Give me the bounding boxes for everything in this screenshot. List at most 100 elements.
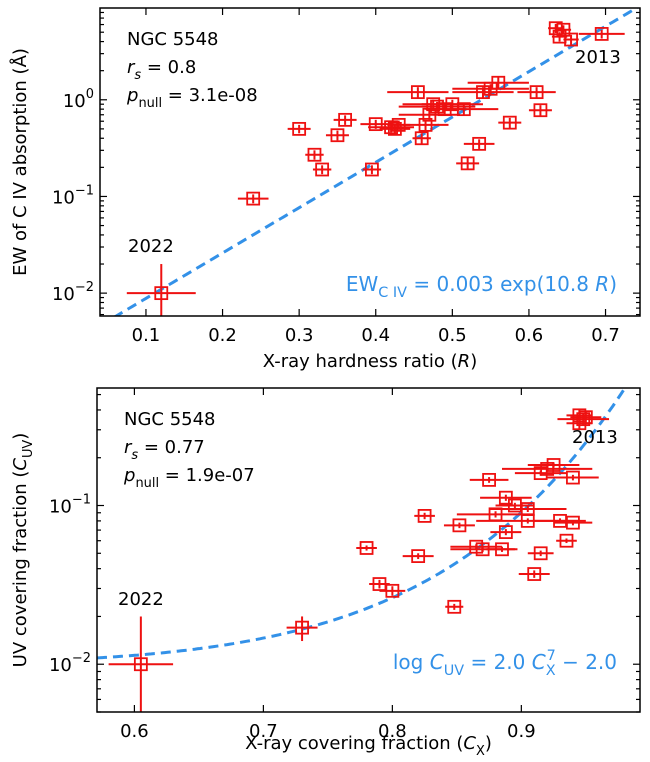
y-tick-label: 10−2 — [49, 651, 91, 676]
data-point — [566, 470, 580, 485]
x-tick-label: 0.6 — [120, 721, 149, 742]
text-part: ) — [470, 351, 477, 372]
text-part: = 2.0 — [464, 650, 532, 674]
tick-base: 10 — [49, 497, 72, 518]
epoch-label: 2013 — [575, 47, 621, 68]
data-point — [564, 32, 578, 47]
x-tick-label: 0.9 — [507, 721, 536, 742]
data-point — [520, 502, 535, 516]
text-part: UV — [21, 440, 36, 458]
y-tick-label: 100 — [63, 87, 94, 112]
x-tick-label: 0.5 — [438, 325, 467, 346]
text-part: = 0.003 exp(10.8 — [407, 272, 595, 296]
data-point — [307, 147, 322, 162]
data-point — [495, 542, 509, 557]
data-point — [359, 541, 374, 555]
x-tick-label: 0.8 — [378, 721, 407, 742]
text-part: = 0.77 — [138, 437, 205, 458]
x-tick-label: 0.7 — [591, 325, 620, 346]
data-point — [385, 583, 400, 598]
data-point — [527, 567, 542, 581]
data-point — [368, 117, 383, 132]
data-point — [387, 121, 402, 136]
correlation-coefficient: rs = 0.77 — [124, 437, 205, 463]
epoch-label: 2013 — [572, 427, 618, 448]
data-point — [472, 136, 487, 151]
data-point — [476, 85, 490, 100]
tick-exponent: −2 — [75, 280, 94, 295]
data-point — [566, 515, 580, 530]
axes-frame — [96, 387, 641, 713]
data-point — [460, 156, 475, 171]
null-probability: pnull = 3.1e-08 — [126, 85, 258, 111]
text-part: R — [595, 272, 609, 296]
points — [108, 408, 610, 712]
text-part: EW — [346, 272, 379, 296]
data-point — [365, 162, 379, 177]
data-point — [556, 22, 571, 37]
data-point — [498, 490, 513, 505]
text-part: C — [430, 650, 444, 674]
y-axis-label: EW of C IV absorption (Å) — [9, 48, 31, 276]
data-point — [498, 525, 513, 539]
tick-exponent: −2 — [72, 651, 91, 666]
data-point — [482, 472, 496, 487]
text-part: X — [546, 663, 556, 679]
data-point — [576, 412, 591, 427]
data-point — [414, 131, 429, 146]
text-part: X-ray hardness ratio ( — [263, 351, 458, 372]
data-point — [384, 120, 398, 135]
text-part: EW of C IV absorption (Å) — [9, 48, 31, 276]
data-point — [430, 99, 444, 114]
text-part: = 3.1e-08 — [162, 85, 258, 106]
x-tick-label: 0.2 — [208, 325, 237, 346]
data-point — [533, 103, 548, 118]
text-part: p — [126, 85, 138, 106]
text-part: = 1.9e-07 — [159, 465, 255, 486]
tick-base: 10 — [52, 284, 75, 305]
text-part: s — [131, 448, 138, 463]
data-point — [417, 509, 432, 523]
text-part: p — [123, 465, 135, 486]
x-tick-label: 0.7 — [249, 721, 278, 742]
text-part: 7 — [547, 648, 556, 664]
data-point — [578, 410, 593, 425]
data-point — [292, 121, 307, 136]
text-part: UV — [444, 663, 465, 679]
data-point — [452, 518, 467, 533]
x-tick-label: 0.6 — [515, 325, 544, 346]
object-name: NGC 5548 — [127, 29, 219, 50]
x-tick-label: 0.1 — [132, 325, 161, 346]
object-name: NGC 5548 — [124, 409, 216, 430]
text-part: X — [476, 744, 485, 759]
data-point — [456, 102, 471, 117]
epoch-label: 2022 — [118, 589, 164, 610]
tick-exponent: −1 — [75, 183, 94, 198]
data-point — [529, 85, 544, 100]
fit-label: log CUV = 2.0 CX7 − 2.0 — [393, 648, 617, 679]
y-tick-label: 10−1 — [49, 493, 91, 518]
text-part: ) — [485, 733, 492, 754]
text-part: C — [10, 458, 31, 471]
data-point — [246, 191, 261, 206]
tick-exponent: −1 — [72, 493, 91, 508]
fit-label: EWC IV = 0.003 exp(10.8 R) — [346, 272, 617, 301]
data-point — [502, 115, 517, 130]
text-part: = 0.8 — [141, 57, 196, 78]
data-point — [133, 657, 148, 672]
tick-base: 10 — [63, 91, 86, 112]
tick-base: 10 — [52, 187, 75, 208]
text-part: r — [127, 57, 136, 78]
data-point — [315, 162, 330, 177]
y-axis-label: UV covering fraction (CUV) — [10, 433, 36, 668]
text-part: null — [135, 476, 159, 491]
data-point — [295, 620, 309, 635]
text-part: C — [532, 650, 546, 674]
data-point — [411, 549, 426, 563]
x-tick-label: 0.3 — [285, 325, 314, 346]
tick-base: 10 — [49, 655, 72, 676]
data-point — [418, 117, 433, 132]
